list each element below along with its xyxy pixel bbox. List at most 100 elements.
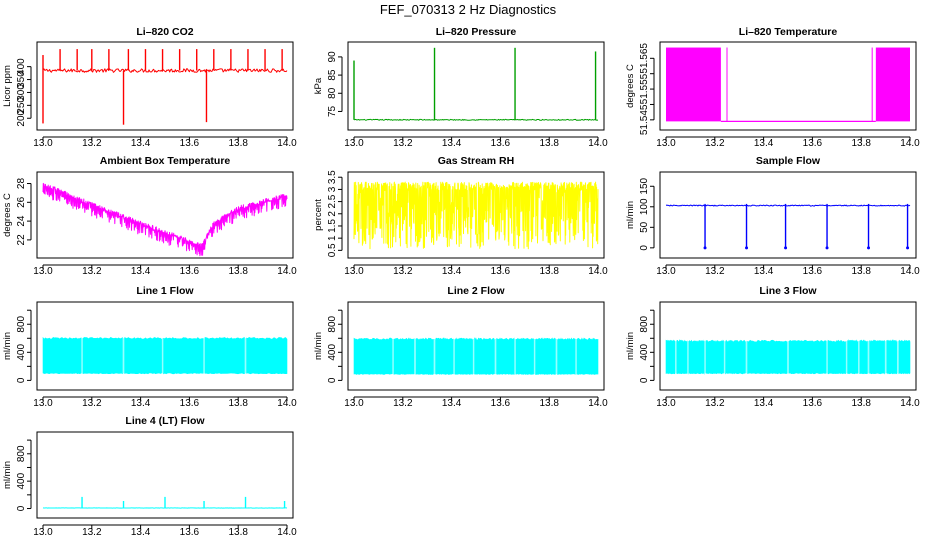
y-tick-label-sample-1: 50 bbox=[639, 221, 650, 233]
dip-point-sample-3 bbox=[825, 246, 829, 250]
band-segment-line2-7 bbox=[515, 337, 534, 375]
y-tick-label-sample-3: 150 bbox=[639, 177, 650, 194]
panel-pressure: Li–820 Pressure 13.0 13.2 13.4 13.6 13.8 14.0 7… bbox=[313, 26, 608, 149]
band-segment-line2-1 bbox=[393, 337, 415, 375]
band-segment-line3-10 bbox=[869, 339, 885, 375]
y-axis-label-pressure: kPa bbox=[313, 77, 324, 94]
y-tick-label-co2-4: 400 bbox=[16, 58, 27, 75]
band-segment-line1-4 bbox=[204, 337, 245, 375]
y-tick-label-line1-2: 400 bbox=[16, 344, 27, 361]
plot-frame-line3 bbox=[659, 301, 917, 391]
x-tick-label-ambient-0: 13.0 bbox=[33, 266, 53, 277]
x-tick-label-line3-1: 13.2 bbox=[705, 398, 725, 409]
y-tick-label-rh-5: 3 bbox=[327, 186, 338, 192]
trace-sample bbox=[665, 203, 911, 250]
plot-frame-line4 bbox=[36, 431, 294, 519]
x-tick-label-sample-1: 13.2 bbox=[705, 266, 725, 277]
x-tick-label-sample-4: 13.8 bbox=[851, 266, 871, 277]
y-axis-label-temperature: degrees C bbox=[625, 64, 636, 108]
band-segment-line2-9 bbox=[557, 337, 576, 376]
trace-line2 bbox=[353, 337, 599, 376]
plot-frame-pressure bbox=[347, 41, 605, 131]
x-tick-label-temperature-3: 13.6 bbox=[803, 138, 823, 149]
x-tick-label-co2-1: 13.2 bbox=[82, 138, 102, 149]
x-tick-label-ambient-3: 13.6 bbox=[180, 266, 200, 277]
x-tick-label-line3-5: 14.0 bbox=[900, 398, 920, 409]
band-segment-line3-12 bbox=[898, 339, 911, 375]
panel-ambient: Ambient Box Temperature 13.0 13.2 13.4 13.6 1… bbox=[2, 155, 297, 277]
panel-title-sample: Sample Flow bbox=[756, 155, 821, 167]
y-axis-label-co2: Licor ppm bbox=[2, 65, 13, 107]
y-tick-label-co2-2: 300 bbox=[16, 84, 27, 101]
panel-title-pressure: Li–820 Pressure bbox=[436, 26, 517, 38]
x-tick-label-pressure-4: 13.8 bbox=[539, 138, 559, 149]
trace-co2 bbox=[42, 49, 288, 125]
x-tick-label-line2-0: 13.0 bbox=[344, 398, 364, 409]
band-segment-line3-4 bbox=[725, 339, 746, 375]
y-tick-label-ambient-0: 22 bbox=[16, 234, 27, 246]
x-tick-label-line3-2: 13.4 bbox=[754, 398, 774, 409]
y-tick-label-line4-4: 800 bbox=[16, 445, 27, 462]
panel-temperature: Li–820 Temperature 13.0 13.2 13.4 13.6 13.8 14… bbox=[625, 26, 920, 149]
band-segment-line3-2 bbox=[688, 339, 705, 375]
y-tick-label-rh-1: 1 bbox=[327, 235, 338, 241]
panel-title-line4: Line 4 (LT) Flow bbox=[125, 415, 205, 427]
panel-line3: Line 3 Flow 13.0 13.2 13.4 13.6 13.8 14.0 0 400 8… bbox=[625, 285, 920, 409]
panel-line4: Line 4 (LT) Flow 13.0 13.2 13.4 13.6 13.8 14.0… bbox=[2, 415, 297, 538]
x-tick-label-line3-3: 13.6 bbox=[803, 398, 823, 409]
x-tick-label-temperature-5: 14.0 bbox=[900, 138, 920, 149]
block-temperature-0 bbox=[666, 47, 721, 122]
y-tick-label-line4-0: 0 bbox=[16, 505, 27, 511]
x-tick-label-co2-3: 13.6 bbox=[180, 138, 200, 149]
x-tick-label-line2-2: 13.4 bbox=[442, 398, 462, 409]
plot-frame-co2 bbox=[36, 41, 294, 131]
panel-rh: Gas Stream RH 13.0 13.2 13.4 13.6 13.8 14.0 0.5… bbox=[313, 155, 608, 277]
y-tick-label-ambient-3: 28 bbox=[16, 178, 27, 190]
plot-frame-ambient bbox=[36, 171, 294, 259]
dip-point-sample-5 bbox=[906, 246, 910, 250]
x-tick-label-line1-3: 13.6 bbox=[180, 398, 200, 409]
y-axis-label-line2: ml/min bbox=[313, 332, 324, 360]
panel-sample: Sample Flow 13.0 13.2 13.4 13.6 13.8 14.0 0 50 10… bbox=[625, 155, 920, 277]
y-tick-label-line3-0: 0 bbox=[639, 377, 650, 383]
y-tick-label-rh-2: 1.5 bbox=[327, 219, 338, 233]
x-tick-label-rh-1: 13.2 bbox=[393, 266, 413, 277]
x-tick-label-line4-1: 13.2 bbox=[82, 527, 102, 538]
y-axis-label-line4: ml/min bbox=[2, 461, 13, 489]
x-tick-label-line4-2: 13.4 bbox=[131, 527, 151, 538]
y-tick-label-pressure-1: 80 bbox=[327, 87, 338, 99]
x-tick-label-sample-3: 13.6 bbox=[803, 266, 823, 277]
series-line-pressure bbox=[353, 118, 599, 121]
series-line-ambient bbox=[42, 182, 288, 257]
band-segment-line3-8 bbox=[847, 339, 859, 375]
y-axis-label-ambient: degrees C bbox=[2, 193, 13, 237]
band-segment-line2-6 bbox=[496, 337, 515, 376]
x-tick-label-rh-0: 13.0 bbox=[344, 266, 364, 277]
y-tick-label-sample-2: 100 bbox=[639, 198, 650, 215]
x-tick-label-line4-4: 13.8 bbox=[228, 527, 248, 538]
x-tick-label-line1-4: 13.8 bbox=[228, 398, 248, 409]
plot-frame-temperature bbox=[659, 41, 917, 131]
x-tick-label-line2-1: 13.2 bbox=[393, 398, 413, 409]
x-tick-label-line1-5: 14.0 bbox=[277, 398, 297, 409]
x-tick-label-temperature-4: 13.8 bbox=[851, 138, 871, 149]
x-tick-label-pressure-5: 14.0 bbox=[588, 138, 608, 149]
x-tick-label-line1-2: 13.4 bbox=[131, 398, 151, 409]
y-tick-label-co2-0: 200 bbox=[16, 109, 27, 126]
x-tick-label-line2-4: 13.8 bbox=[539, 398, 559, 409]
plot-frame-rh bbox=[347, 171, 605, 259]
band-segment-line2-4 bbox=[454, 337, 473, 375]
y-tick-label-rh-6: 3.5 bbox=[327, 170, 338, 184]
y-tick-label-line1-4: 800 bbox=[16, 315, 27, 332]
y-axis-label-line3: ml/min bbox=[625, 332, 636, 360]
band-segment-line3-6 bbox=[788, 339, 827, 375]
band-segment-line3-5 bbox=[747, 339, 788, 375]
panel-title-ambient: Ambient Box Temperature bbox=[100, 155, 231, 167]
y-tick-label-line2-2: 400 bbox=[327, 344, 338, 361]
panel-title-co2: Li–820 CO2 bbox=[136, 26, 193, 38]
x-tick-label-line4-3: 13.6 bbox=[180, 527, 200, 538]
x-tick-label-line4-0: 13.0 bbox=[33, 527, 53, 538]
trace-temperature bbox=[666, 47, 910, 122]
